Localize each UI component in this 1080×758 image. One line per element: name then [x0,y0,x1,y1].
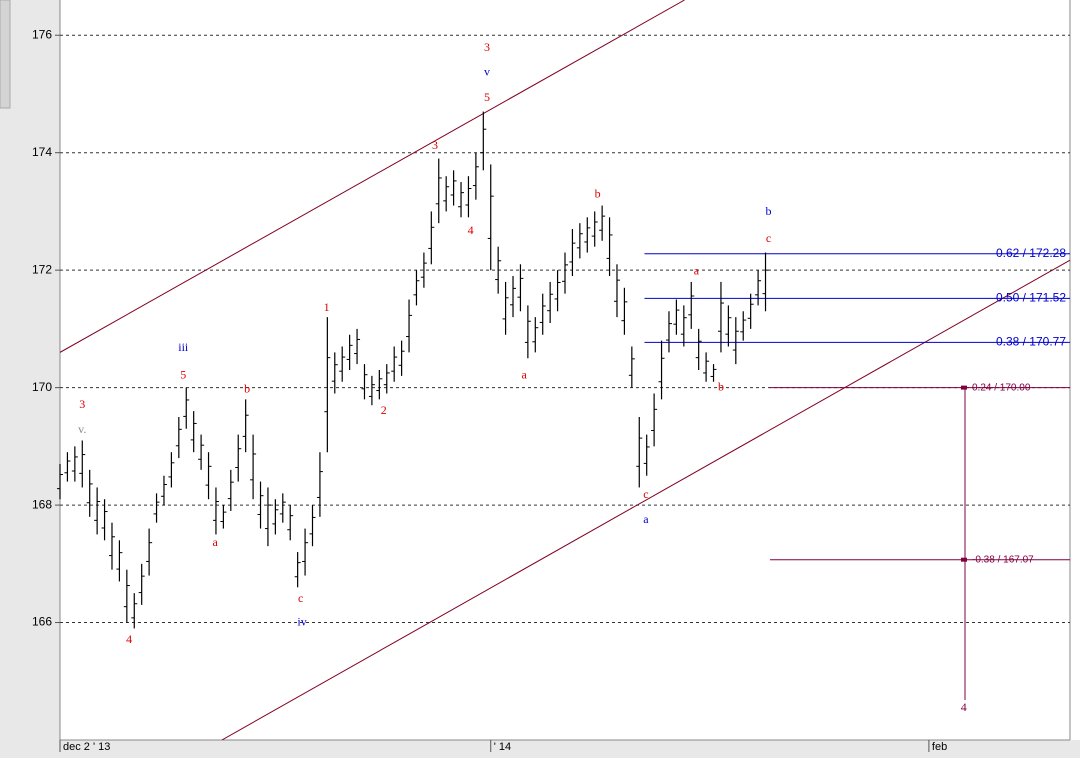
wave-label: b [595,187,601,201]
wave-label: v. [78,422,86,436]
wave-label: c [766,231,771,245]
wave-label: c [298,591,303,605]
wave-label: 5 [180,368,186,382]
y-tick-label: 166 [32,615,52,629]
wave-label: 5 [484,90,490,104]
y-tick-label: 176 [32,27,52,41]
x-tick-label: dec 2 ' 13 [63,741,110,753]
x-axis-panel [0,740,1080,758]
wave-label: iv [297,614,306,628]
y-tick-label: 168 [32,497,52,511]
wave-label: 3 [79,397,85,411]
wave-label: 2 [381,403,387,417]
fib-marker [961,557,967,562]
wave-label: v [484,65,490,79]
wave-label: b [244,382,250,396]
fib-label: 0.38 / 170.77 [996,335,1066,349]
x-tick-label: feb [932,741,947,753]
wave-label: 3 [484,40,490,54]
y-tick-label: 172 [32,262,52,276]
fib-label: -0.38 / 167.07 [972,554,1034,565]
wave-label: c [643,487,648,501]
wave-label: a [694,264,700,278]
y-tick-label: 174 [32,145,52,159]
wave-label: 1 [324,300,330,314]
y-axis-panel [0,0,60,740]
wave-label: iii [178,340,189,354]
y-tick-label: 170 [32,380,52,394]
trend-line [221,259,1070,740]
wave-label: 4 [961,700,967,714]
wave-label: a [643,512,649,526]
wave-label: 4 [126,632,132,646]
fib-label: 0.24 / 170.00 [972,382,1031,393]
wave-label: a [213,535,219,549]
x-tick-label: ' 14 [494,741,511,753]
wave-label: 3 [432,138,438,152]
wave-label: 4 [468,223,474,237]
fib-label: 0.50 / 171.52 [996,291,1066,305]
wave-label: b [765,204,771,218]
fib-label: 0.62 / 172.28 [996,246,1066,260]
scrollbar[interactable] [0,0,11,109]
wave-label: b [718,379,724,393]
wave-label: a [521,368,527,382]
fib-marker [961,385,967,390]
trend-line [60,0,685,353]
